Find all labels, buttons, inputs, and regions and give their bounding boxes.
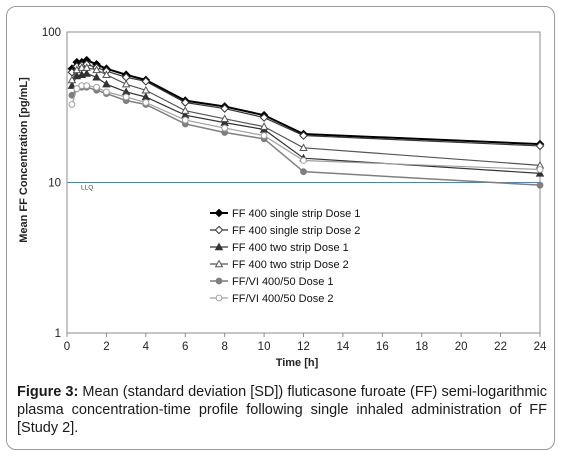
data-point	[221, 124, 229, 132]
x-tick-label: 2	[103, 341, 109, 353]
data-point	[181, 106, 190, 114]
figure-caption: Figure 3: Mean (standard deviation [SD])…	[17, 383, 547, 437]
legend-label: FF/VI 400/50 Dose 2	[232, 293, 334, 305]
x-tick-label: 0	[64, 341, 70, 353]
data-point	[68, 101, 76, 108]
data-point	[77, 63, 87, 71]
llq-label: LLQ	[81, 185, 93, 192]
data-point	[122, 93, 130, 101]
data-point	[102, 70, 111, 78]
data-point	[102, 79, 111, 88]
x-tick-label: 10	[258, 341, 271, 353]
data-point	[300, 168, 307, 176]
data-point	[300, 157, 307, 164]
x-tick-label: 6	[182, 341, 188, 353]
data-point	[142, 99, 150, 106]
data-point	[73, 85, 81, 93]
legend-item: FF 400 single strip Dose 2	[210, 225, 360, 237]
data-point	[536, 166, 544, 173]
x-tick-label: 12	[297, 341, 310, 353]
data-point	[181, 116, 189, 124]
data-point	[67, 75, 77, 84]
legend-label: FF 400 single strip Dose 1	[232, 208, 360, 220]
x-tick-label: 18	[415, 341, 428, 353]
legend-label: FF 400 single strip Dose 2	[232, 225, 360, 237]
caption-label: Figure 3:	[17, 384, 79, 400]
legend-item: FF 400 two strip Dose 2	[210, 259, 349, 271]
data-point	[82, 63, 91, 71]
legend-label: FF/VI 400/50 Dose 1	[232, 276, 334, 288]
data-point	[535, 168, 545, 177]
data-point	[260, 132, 268, 139]
legend-marker	[214, 225, 224, 235]
data-point	[92, 72, 101, 81]
data-point	[67, 81, 77, 89]
data-point	[141, 85, 151, 94]
data-point	[92, 65, 101, 74]
data-point	[83, 82, 91, 90]
caption-text: Mean (standard deviation [SD]) fluticaso…	[17, 384, 547, 436]
series-line	[71, 85, 541, 171]
legend-marker	[214, 208, 224, 218]
legend-label: FF 400 two strip Dose 1	[232, 242, 349, 254]
data-point	[180, 98, 190, 107]
legend: FF 400 single strip Dose 1 FF 400 single …	[210, 208, 360, 305]
y-tick-label: 1	[55, 328, 61, 340]
legend-item: FF 400 two strip Dose 1	[210, 242, 349, 254]
legend-item: FF/VI 400/50 Dose 1	[210, 276, 334, 288]
x-tick-label: 8	[221, 341, 227, 353]
series-group	[67, 55, 545, 189]
y-tick-label: 10	[48, 178, 61, 190]
x-tick-label: 20	[455, 341, 468, 353]
data-point	[82, 69, 91, 77]
legend-item: FF/VI 400/50 Dose 2	[210, 293, 334, 305]
y-axis-label: Mean FF Concentration [pg/mL]	[18, 77, 30, 243]
data-point	[220, 104, 229, 113]
data-point	[299, 131, 308, 140]
legend-label: FF 400 two strip Dose 2	[232, 259, 349, 271]
x-tick-label: 14	[337, 341, 350, 353]
series-6	[68, 82, 544, 173]
legend-item: FF 400 single strip Dose 1	[210, 208, 360, 220]
legend-marker	[215, 277, 223, 285]
x-axis-label: Time [h]	[276, 357, 319, 369]
data-point	[259, 122, 269, 130]
legend-marker	[214, 242, 224, 251]
x-tick-label: 16	[376, 341, 389, 353]
series-2	[67, 60, 545, 151]
y-tick-label: 100	[42, 27, 61, 39]
data-point	[536, 181, 544, 189]
legend-marker	[214, 259, 224, 268]
legend-marker	[215, 294, 223, 302]
data-point	[93, 83, 100, 91]
data-point	[299, 143, 308, 152]
data-point	[220, 114, 229, 123]
data-point	[259, 113, 269, 122]
data-point	[103, 88, 110, 96]
series-4	[67, 63, 545, 169]
series-line	[71, 59, 541, 146]
x-tick-label: 24	[534, 341, 547, 353]
data-point	[121, 79, 131, 88]
x-tick-label: 22	[494, 341, 507, 353]
data-point	[141, 77, 151, 86]
x-tick-label: 4	[143, 341, 150, 353]
data-point	[535, 141, 545, 151]
